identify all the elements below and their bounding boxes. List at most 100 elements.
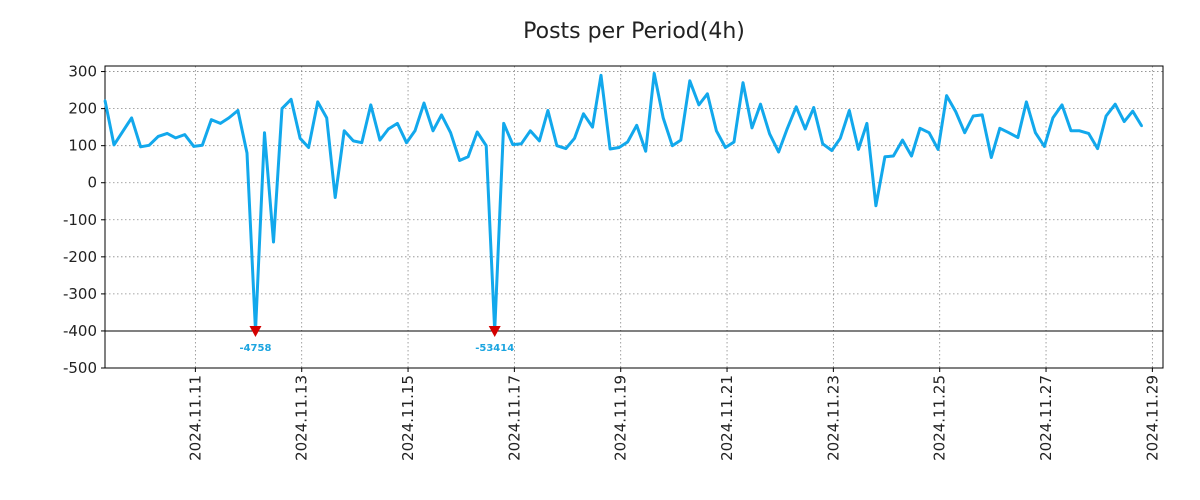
data-point [343,129,346,133]
data-point [1034,131,1037,134]
data-point [582,112,585,116]
data-point [706,92,709,95]
data-point [750,126,754,130]
x-tick-label: 2024.11.13 [293,375,311,461]
data-point [794,105,798,108]
x-tick-label: 2024.11.25 [931,375,949,461]
data-point [1051,116,1055,120]
data-point [971,114,975,118]
data-point [874,204,878,207]
x-tick-label: 2024.11.21 [718,375,736,461]
clipped-value-label: -53414 [475,343,514,354]
data-point [1007,131,1011,134]
data-point [130,116,133,120]
y-tick-label: -200 [63,248,97,266]
data-point [210,118,213,121]
data-point [147,144,151,147]
x-axis: 2024.11.11 2024.11.13 2024.11.15 2024.11.17… [186,368,1161,461]
data-point [945,94,948,97]
data-point [741,81,745,84]
data-point [812,106,815,109]
data-point [369,103,373,107]
data-point [679,138,682,142]
data-point [440,113,443,117]
data-point [918,127,922,130]
clipped-value-label: -4758 [239,343,271,354]
data-point [201,144,204,147]
grid [105,66,1163,369]
data-point [662,116,665,120]
data-point [1113,102,1117,106]
data-point [777,150,780,154]
data-point [219,122,222,125]
data-point [732,140,736,144]
y-tick-label: -500 [63,359,97,377]
data-point [599,74,603,77]
data-point [307,146,310,149]
data-point [1060,103,1064,107]
data-point [759,102,762,106]
data-point [396,122,399,125]
chart-title: Posts per Period(4h) [523,19,745,44]
plot-frame [104,65,1164,369]
x-tick-label: 2024.11.17 [505,375,523,461]
data-point [591,125,594,129]
x-tick-label: 2024.11.11 [186,375,204,461]
data-point [1025,100,1028,104]
data-point [263,131,266,134]
data-point [466,155,470,158]
data-point [635,124,638,127]
clipped-value-marker [249,325,262,337]
data-point [839,137,842,140]
y-axis: 300 200 100 0 -100 -200 -300 -400 -500 [63,63,105,377]
data-point [1016,136,1020,139]
data-point [352,139,355,143]
y-tick-label: 100 [68,137,97,155]
data-point [715,129,718,133]
data-point [431,129,435,133]
data-point [617,146,621,149]
data-point [316,100,319,104]
data-point [857,148,860,151]
data-point [360,141,363,144]
data-point [139,145,142,148]
data-point [538,139,541,143]
data-point [166,132,169,135]
data-point [449,131,452,134]
data-point [830,149,833,152]
data-point [573,137,576,140]
data-point [981,113,984,117]
data-point [502,122,505,125]
data-point [608,147,612,151]
data-point [103,99,107,102]
data-point [963,131,966,134]
data-point [484,144,488,147]
data-point [910,154,913,158]
data-point [458,159,461,162]
data-point [1140,124,1143,128]
data-point [511,143,514,146]
data-point [892,154,895,158]
x-tick-label: 2024.11.23 [824,375,842,461]
x-tick-label: 2024.11.19 [612,375,630,461]
data-point [848,109,851,112]
series-group [103,71,1143,333]
data-point [803,127,807,131]
data-point [378,138,382,142]
data-point [688,79,692,83]
data-point [1078,129,1081,133]
data-point [520,142,523,146]
y-tick-label: 200 [68,100,97,118]
data-point [564,147,568,150]
data-point [990,156,993,159]
data-point [236,109,240,112]
data-point [644,150,647,153]
data-point [413,129,417,133]
x-tick-label: 2024.11.27 [1037,375,1055,461]
clipped-value-marker [488,325,501,337]
data-point [1069,129,1073,133]
data-point [227,116,231,120]
data-point [289,98,293,101]
annotations: -4758 -53414 [239,325,514,354]
